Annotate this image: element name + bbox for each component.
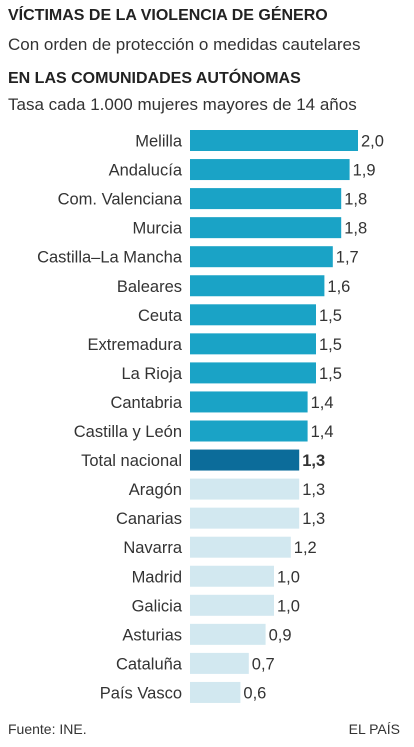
value-label: 1,7 — [336, 249, 359, 267]
category-label: País Vasco — [100, 684, 182, 702]
value-label: 1,8 — [344, 220, 367, 238]
bar — [190, 217, 342, 239]
category-label: Galicia — [132, 597, 183, 615]
page-subtitle: Con orden de protección o medidas cautel… — [8, 35, 361, 54]
chart-subtitle: Tasa cada 1.000 mujeres mayores de 14 añ… — [8, 95, 357, 114]
chart-title: EN LAS COMUNIDADES AUTÓNOMAS — [8, 70, 301, 87]
value-label: 1,5 — [319, 307, 342, 325]
publisher-credit: EL PAÍS — [348, 721, 400, 737]
bar — [190, 681, 241, 703]
category-label: Asturias — [122, 626, 182, 644]
bar-chart: Melilla 2,0 Andalucía 1,9 Com. Valenciana 1,8… — [37, 130, 384, 703]
bar — [190, 623, 266, 645]
value-label: 0,9 — [269, 626, 292, 644]
category-label: Aragón — [129, 481, 182, 499]
category-label: Extremadura — [88, 336, 183, 354]
value-label: 1,4 — [311, 423, 334, 441]
value-label: 1,3 — [302, 510, 325, 528]
category-label: Madrid — [132, 568, 182, 586]
bar — [190, 159, 350, 181]
category-label: Castilla–La Mancha — [37, 249, 183, 267]
value-label: 1,8 — [344, 191, 367, 209]
value-label: 1,5 — [319, 336, 342, 354]
bar — [190, 246, 333, 268]
bar — [190, 362, 316, 384]
value-label: 2,0 — [361, 133, 384, 151]
category-label: Melilla — [135, 133, 183, 151]
value-label: 1,6 — [327, 278, 350, 296]
bar — [190, 333, 316, 355]
value-label: 1,0 — [277, 597, 300, 615]
value-label: 1,3 — [302, 481, 325, 499]
category-label: Cantabria — [110, 394, 182, 412]
bar — [190, 304, 316, 326]
bar — [190, 188, 342, 210]
value-label: 1,3 — [302, 452, 325, 470]
bar — [190, 130, 358, 151]
bar — [190, 507, 300, 529]
page-title: VÍCTIMAS DE LA VIOLENCIA DE GÉNERO — [8, 7, 328, 24]
value-label: 1,0 — [277, 568, 300, 586]
category-label: Total nacional — [81, 452, 182, 470]
category-label: Navarra — [123, 539, 183, 557]
value-label: 0,6 — [243, 684, 266, 702]
category-label: La Rioja — [121, 365, 182, 383]
bar — [190, 449, 300, 471]
bar — [190, 652, 249, 674]
category-label: Murcia — [132, 220, 182, 238]
bar — [190, 391, 308, 413]
value-label: 1,2 — [294, 539, 317, 557]
value-label: 1,5 — [319, 365, 342, 383]
bar — [190, 275, 325, 297]
category-label: Ceuta — [138, 307, 183, 325]
value-label: 1,4 — [311, 394, 334, 412]
category-label: Cataluña — [116, 655, 183, 673]
bar — [190, 565, 274, 587]
category-label: Castilla y León — [74, 423, 182, 441]
bar — [190, 536, 291, 558]
bar — [190, 420, 308, 442]
category-label: Canarias — [116, 510, 182, 528]
bar — [190, 478, 300, 500]
bar — [190, 594, 274, 616]
value-label: 0,7 — [252, 655, 275, 673]
category-label: Baleares — [117, 278, 182, 296]
value-label: 1,9 — [353, 162, 376, 180]
category-label: Andalucía — [109, 162, 183, 180]
category-label: Com. Valenciana — [58, 191, 183, 209]
source-note: Fuente: INE. — [8, 721, 87, 737]
